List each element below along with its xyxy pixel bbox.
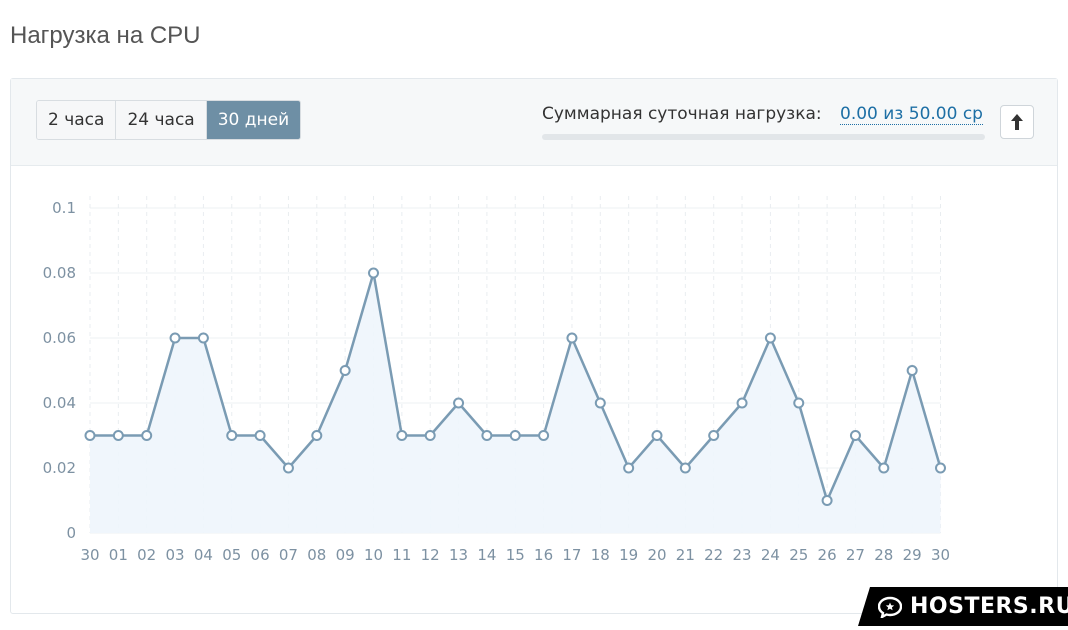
x-tick-label: 22: [704, 546, 723, 564]
data-point: [509, 430, 521, 441]
x-tick-label: 18: [591, 546, 610, 564]
x-tick-label: 10: [364, 546, 383, 564]
data-point: [197, 332, 209, 344]
data-point: [566, 332, 578, 344]
range-24h-button[interactable]: 24 часа: [116, 101, 207, 139]
data-point: [282, 462, 294, 474]
x-tick-label: 21: [676, 546, 695, 564]
data-point: [538, 430, 550, 441]
x-tick-label: 03: [166, 546, 185, 564]
data-point: [736, 397, 748, 409]
watermark-text: HOSTERS.RU: [910, 594, 1068, 619]
arrow-up-icon: [1010, 113, 1024, 131]
data-point: [764, 332, 776, 344]
data-point: [935, 462, 946, 474]
x-tick-label: 11: [392, 546, 411, 564]
x-tick-label: 30: [931, 546, 950, 564]
data-point: [481, 430, 493, 441]
daily-load-value[interactable]: 0.00 из 50.00 ср: [840, 104, 983, 125]
x-tick-label: 17: [562, 546, 581, 564]
x-tick-label: 29: [903, 546, 922, 564]
x-tick-label: 08: [307, 546, 326, 564]
data-point: [311, 430, 323, 441]
x-tick-label: 14: [477, 546, 496, 564]
data-point: [254, 430, 266, 441]
x-tick-label: 19: [619, 546, 638, 564]
data-point: [821, 495, 833, 506]
x-tick-label: 05: [222, 546, 241, 564]
x-tick-label: 15: [506, 546, 525, 564]
collapse-button[interactable]: [1000, 105, 1034, 139]
data-point: [84, 430, 96, 441]
x-tick-label: 30: [80, 546, 99, 564]
x-tick-label: 27: [846, 546, 865, 564]
data-point: [906, 365, 918, 376]
x-tick-label: 28: [874, 546, 893, 564]
range-2h-button[interactable]: 2 часа: [37, 101, 117, 139]
data-point: [453, 397, 465, 409]
time-range-selector: 2 часа 24 часа 30 дней: [36, 100, 302, 140]
data-point: [112, 430, 124, 441]
watermark: HOSTERS.RU: [858, 587, 1068, 626]
data-point: [793, 397, 805, 409]
data-point: [424, 430, 436, 441]
x-tick-label: 02: [137, 546, 156, 564]
data-point: [169, 332, 181, 344]
x-tick-label: 06: [251, 546, 270, 564]
data-point: [368, 267, 379, 279]
x-tick-label: 09: [336, 546, 355, 564]
page-title: Нагрузка на CPU: [10, 22, 201, 50]
series-area: [90, 273, 941, 533]
y-tick-label: 0.06: [43, 329, 76, 347]
y-tick-label: 0.1: [52, 199, 76, 217]
data-point: [141, 430, 153, 441]
x-tick-label: 26: [818, 546, 837, 564]
x-tick-label: 23: [733, 546, 752, 564]
data-point: [679, 462, 691, 474]
y-tick-label: 0: [66, 524, 76, 542]
data-point: [396, 430, 408, 441]
chat-bubble-icon: [878, 596, 902, 618]
panel-header: 2 часа 24 часа 30 дней Суммарная суточна…: [11, 79, 1057, 166]
range-30d-button[interactable]: 30 дней: [206, 101, 301, 139]
x-tick-label: 01: [109, 546, 128, 564]
y-tick-label: 0.08: [43, 264, 76, 282]
x-tick-label: 16: [534, 546, 553, 564]
data-point: [849, 430, 861, 441]
x-tick-label: 04: [194, 546, 213, 564]
x-tick-label: 20: [647, 546, 666, 564]
data-point: [339, 365, 351, 376]
y-tick-label: 0.02: [43, 459, 76, 477]
x-tick-label: 25: [789, 546, 808, 564]
y-tick-label: 0.04: [43, 394, 76, 412]
data-point: [226, 430, 238, 441]
data-point: [708, 430, 720, 441]
data-point: [594, 397, 606, 409]
data-point: [651, 430, 663, 441]
daily-load-label: Суммарная суточная нагрузка:: [542, 104, 822, 124]
daily-load-progress-bar: [542, 134, 985, 140]
data-point: [623, 462, 635, 474]
x-tick-label: 07: [279, 546, 298, 564]
x-tick-label: 12: [421, 546, 440, 564]
data-point: [878, 462, 890, 474]
x-tick-label: 24: [761, 546, 780, 564]
x-tick-label: 13: [449, 546, 468, 564]
